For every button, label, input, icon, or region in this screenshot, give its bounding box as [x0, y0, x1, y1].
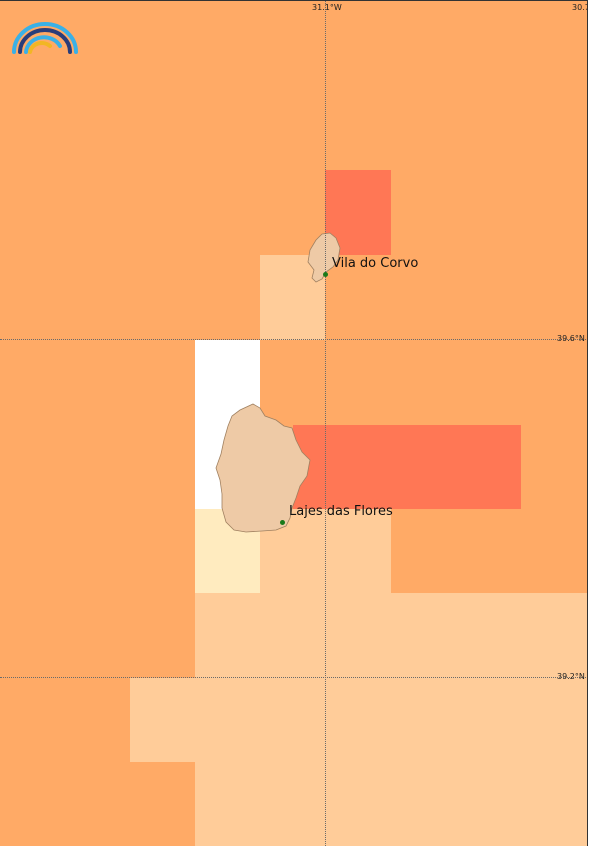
corvo-island-shape	[307, 232, 341, 283]
latitude-label-39-6n: 39.6°N	[557, 334, 585, 343]
map-border-right	[587, 0, 588, 846]
vila-do-corvo-label: Vila do Corvo	[332, 256, 419, 271]
cell-light-orange-bottom	[195, 762, 588, 846]
longitude-line-31-1w	[325, 0, 326, 846]
lajes-das-flores-label: Lajes das Flores	[289, 504, 393, 519]
longitude-label-30-7w: 30.7°W	[572, 3, 588, 12]
cell-light-orange-south	[130, 678, 588, 762]
latitude-line-39-2n	[0, 677, 588, 678]
lajes-das-flores-marker[interactable]	[280, 520, 285, 525]
longitude-label-31-1w: 31.1°W	[312, 3, 342, 12]
vila-do-corvo-marker[interactable]	[323, 272, 328, 277]
latitude-line-39-6n	[0, 339, 588, 340]
latitude-label-39-2n: 39.2°N	[557, 672, 585, 681]
map-border-top	[0, 0, 588, 1]
cell-light-orange-band	[195, 593, 588, 678]
cell-red-orange-east	[293, 425, 521, 509]
flores-island-shape	[215, 403, 311, 533]
rainbow-arc-logo-icon	[12, 22, 78, 54]
